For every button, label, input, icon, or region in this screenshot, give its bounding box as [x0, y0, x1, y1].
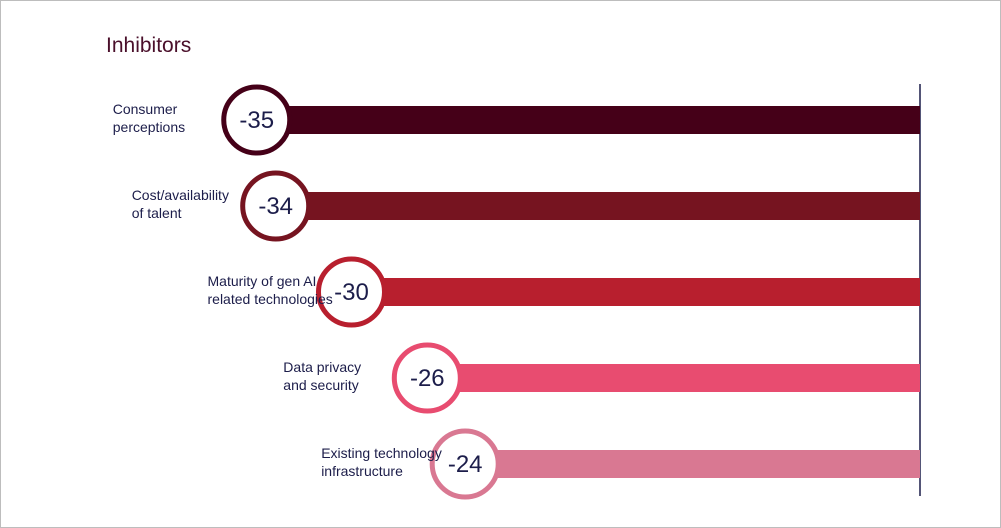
bar-4 [427, 364, 920, 392]
category-label-line: Cost/availability [131, 187, 229, 203]
data-label-5: -24 [448, 451, 483, 478]
bar-5 [465, 450, 920, 478]
category-label-line: infrastructure [321, 463, 403, 479]
category-label-2: Cost/availability of talent [132, 186, 282, 222]
category-label-line: Consumer [112, 101, 178, 117]
chart-title: Inhibitors [106, 34, 192, 57]
category-label-line: perceptions [112, 119, 186, 135]
data-label-2: -34 [258, 193, 293, 220]
category-label-line: Maturity of gen AI [207, 273, 317, 289]
category-label-line: and security [283, 377, 359, 393]
category-label-line: Data privacy [283, 359, 362, 375]
category-label-1: Consumer perceptions [113, 100, 263, 136]
bar-2 [275, 192, 920, 220]
value-bubble-3 [316, 256, 387, 328]
category-label-line: related technologies [207, 291, 333, 307]
data-label-1: -35 [239, 107, 274, 134]
value-bubble-5 [429, 428, 501, 500]
value-bubble-2 [240, 170, 312, 242]
value-bubble-1 [221, 84, 293, 156]
category-label-5: Existing technology infrastructure [321, 444, 471, 480]
category-label-4: Data privacy and security [283, 358, 433, 394]
bar-3 [351, 278, 920, 306]
category-label-3: Maturity of gen AI related technologies [208, 272, 358, 308]
category-label-line: Existing technology [321, 445, 442, 461]
data-label-4: -26 [410, 365, 445, 392]
category-label-line: of talent [131, 205, 182, 221]
data-label-3: -30 [334, 279, 369, 306]
bar-1 [256, 106, 920, 134]
value-bubble-4 [391, 342, 463, 414]
